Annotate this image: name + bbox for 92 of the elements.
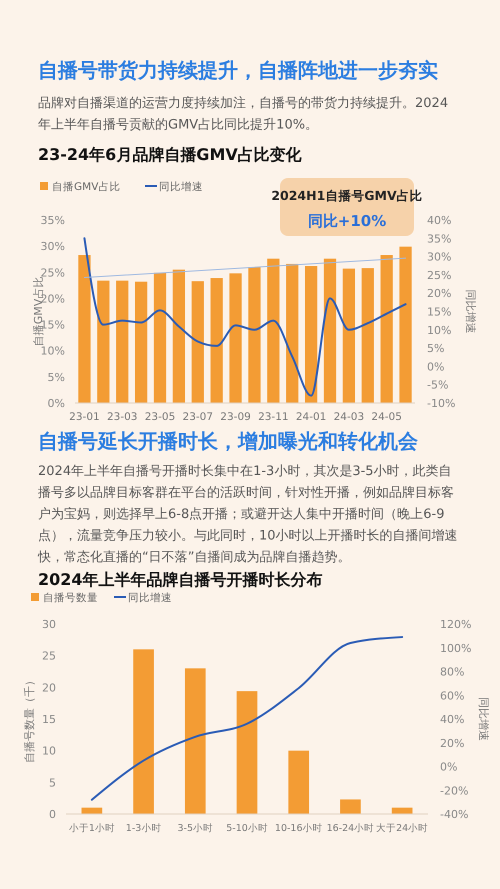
y2-tick-label: -5% <box>427 378 448 392</box>
text: 2024年上半年自播号开播时长集中在1-3小时，其次是3-5小时，此类自播号多以品牌目标客群在平台的活跃时间，针对性开播，例如品牌目标客户为宝妈，则选择早上6-8点开播；或避开达人集中开播时间（晚上6-9点），流量竞争压力较小。与此同时，10小时以上开播时长的自播间增速快，常态化直播的“日不落”自播间成为品牌自播趋势。 <box>37 464 458 565</box>
y2-tick-label: 5% <box>427 342 444 356</box>
y2-tick-label: 100% <box>440 642 472 655</box>
y2-tick-label: 120% <box>440 618 472 631</box>
y2-tick-label: 30% <box>427 250 452 264</box>
bar <box>267 258 280 403</box>
x-tick-label: 24-01 <box>296 411 326 423</box>
y2-tick-label: 25% <box>427 268 452 282</box>
y-tick-label: 30 <box>42 618 56 631</box>
bar <box>362 268 374 403</box>
x-tick-label: 23-01 <box>69 411 100 423</box>
text: 2024H1自播号GMV占比 <box>271 188 423 203</box>
bar <box>229 273 242 403</box>
bar <box>192 281 204 403</box>
x-tick-label: 23-03 <box>106 411 138 423</box>
y2-tick-label: 40% <box>440 713 464 726</box>
y-axis-title: 自播号数量（千） <box>23 675 36 763</box>
y-tick-label: 25 <box>42 650 56 663</box>
bar <box>324 258 336 403</box>
bar <box>134 282 148 403</box>
y2-tick-label: 0% <box>427 360 444 374</box>
x-tick-label: 23-05 <box>144 411 176 423</box>
annotation: 同比+10% <box>308 212 386 230</box>
y2-tick-label: 20% <box>440 736 464 750</box>
x-tick-label: 10-16小时 <box>274 822 323 834</box>
y2-tick-label: 0% <box>440 760 458 774</box>
y2-tick-label: -20% <box>440 784 468 798</box>
x-tick-label: 3-5小时 <box>178 822 214 834</box>
x-tick-label: 24-05 <box>371 411 402 423</box>
y2-tick-label: 35% <box>427 232 452 246</box>
y2-tick-label: 10% <box>427 324 452 337</box>
bar <box>78 255 91 403</box>
x-tick-label: 5-10小时 <box>226 822 268 834</box>
bar <box>116 280 128 403</box>
chart-title: 23-24年6月品牌自播GMV占比变化 <box>38 145 303 164</box>
bar <box>97 280 110 403</box>
y-tick-label: 30% <box>40 240 65 254</box>
bar <box>210 278 223 403</box>
legend-label: 同比增速 <box>159 180 203 193</box>
y-tick-label: 25% <box>40 266 65 280</box>
line-series <box>83 237 407 397</box>
legend-label: 同比增速 <box>128 591 172 604</box>
bar <box>342 268 356 403</box>
x-tick-label: 24-03 <box>334 411 364 423</box>
y-tick-label: 10% <box>40 344 65 358</box>
x-tick-label: 23-09 <box>220 411 251 423</box>
y2-tick-label: 80% <box>440 666 464 678</box>
bar <box>392 808 412 814</box>
y2-axis-title: 同比增速 <box>477 697 490 741</box>
bar <box>304 266 318 403</box>
text: 自播号带货力持续提升，自播阵地进一步夯实 <box>38 58 438 82</box>
y-tick-label: 10 <box>42 744 56 758</box>
y2-tick-label: -40% <box>440 808 468 821</box>
text: 品牌对自播渠道的运营力度持续加注，自播号的带货力持续提升。2024年上半年自播号贡献的GMV占比同比提升10%。 <box>38 95 448 132</box>
y-tick-label: 20% <box>40 292 65 306</box>
bar <box>380 255 393 403</box>
legend-label: 自播号数量 <box>43 592 98 604</box>
y2-tick-label: 15% <box>427 306 452 318</box>
y2-tick-label: 40% <box>427 214 452 227</box>
bar <box>133 649 154 814</box>
y2-tick-label: -10% <box>427 397 456 410</box>
bar <box>288 750 310 814</box>
x-tick-label: 23-11 <box>258 411 289 423</box>
bar <box>286 264 298 403</box>
bar <box>172 270 186 403</box>
legend-label: 自播GMV占比 <box>52 180 120 193</box>
y2-axis-title: 同比增速 <box>464 290 477 334</box>
y-tick-label: 20 <box>42 681 56 694</box>
y-tick-label: 15 <box>42 713 56 726</box>
bar <box>184 668 206 814</box>
chart-title: 2024年上半年品牌自播号开播时长分布 <box>38 570 323 589</box>
x-tick-label: 大于24小时 <box>376 822 428 834</box>
bar <box>154 272 166 403</box>
text: 自播号延长开播时长，增加曝光和转化机会 <box>38 429 419 453</box>
bar <box>399 246 412 403</box>
x-tick-label: 23-07 <box>182 411 214 423</box>
bar <box>340 799 361 814</box>
line-series <box>90 636 404 801</box>
y-tick-label: 0 <box>49 808 56 821</box>
x-tick-label: 1-3小时 <box>126 822 162 834</box>
y-tick-label: 5 <box>49 776 56 790</box>
bar <box>248 267 261 403</box>
y-tick-label: 5% <box>48 370 65 384</box>
y2-tick-label: 20% <box>427 287 452 300</box>
bar <box>236 691 258 814</box>
y-tick-label: 0% <box>48 397 65 410</box>
y-tick-label: 35% <box>40 214 65 227</box>
y2-tick-label: 60% <box>440 689 464 702</box>
x-tick-label: 小于1小时 <box>68 822 115 834</box>
x-tick-label: 16-24小时 <box>326 822 374 834</box>
bar <box>82 808 102 814</box>
